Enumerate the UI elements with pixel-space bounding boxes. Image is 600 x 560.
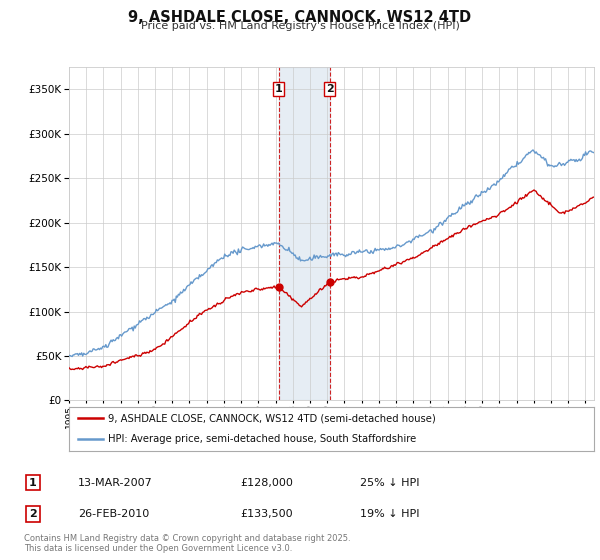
Bar (279, 67, 330, 400)
Text: 1: 1 (29, 478, 37, 488)
Text: £128,000: £128,000 (240, 478, 293, 488)
Text: Contains HM Land Registry data © Crown copyright and database right 2025.
This d: Contains HM Land Registry data © Crown c… (24, 534, 350, 553)
Text: 9, ASHDALE CLOSE, CANNOCK, WS12 4TD (semi-detached house): 9, ASHDALE CLOSE, CANNOCK, WS12 4TD (sem… (109, 413, 436, 423)
Text: 13-MAR-2007: 13-MAR-2007 (78, 478, 153, 488)
Text: 26-FEB-2010: 26-FEB-2010 (78, 509, 149, 519)
Text: Price paid vs. HM Land Registry's House Price Index (HPI): Price paid vs. HM Land Registry's House … (140, 21, 460, 31)
Text: 9, ASHDALE CLOSE, CANNOCK, WS12 4TD: 9, ASHDALE CLOSE, CANNOCK, WS12 4TD (128, 10, 472, 25)
Text: £133,500: £133,500 (240, 509, 293, 519)
Text: 2: 2 (326, 84, 334, 94)
Text: HPI: Average price, semi-detached house, South Staffordshire: HPI: Average price, semi-detached house,… (109, 433, 416, 444)
Text: 25% ↓ HPI: 25% ↓ HPI (360, 478, 419, 488)
Text: 1: 1 (275, 84, 283, 94)
Text: 19% ↓ HPI: 19% ↓ HPI (360, 509, 419, 519)
Text: 2: 2 (29, 509, 37, 519)
